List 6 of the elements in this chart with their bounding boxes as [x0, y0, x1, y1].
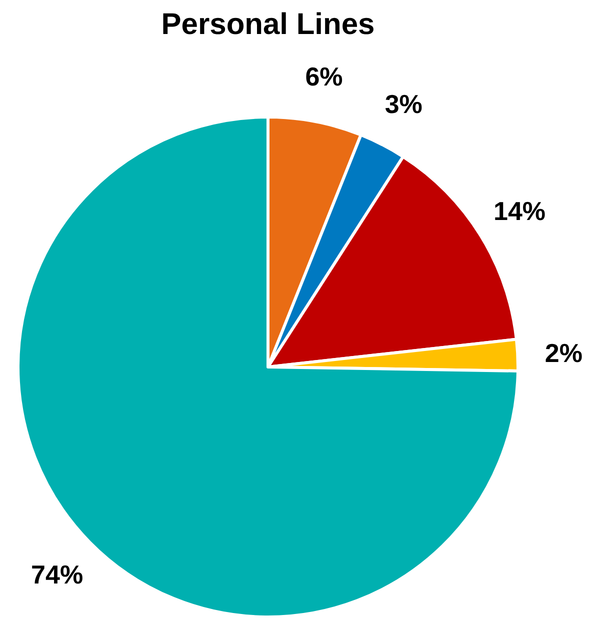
data-label: 14% [493, 196, 546, 226]
data-label: 74% [31, 560, 84, 590]
data-label: 3% [384, 88, 422, 119]
data-label: 6% [305, 61, 343, 92]
data-label: 2% [544, 338, 582, 368]
chart-title: Personal Lines [161, 8, 375, 41]
